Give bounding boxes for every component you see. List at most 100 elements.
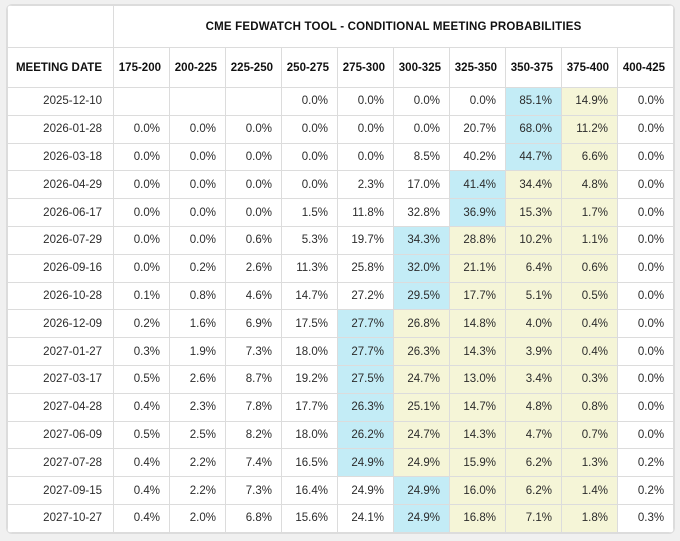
probability-cell (113, 87, 170, 116)
probability-cell: 1.4% (561, 476, 618, 505)
probability-cell: 34.4% (505, 170, 562, 200)
table-row: 2025-12-10 0.0% 0.0% 0.0% 0.0% 85.1% 14.9% 0.0% (7, 87, 675, 116)
rate-range-header: 275-300 (337, 47, 394, 88)
probability-cell: 0.0% (169, 114, 226, 144)
probability-cell: 0.0% (337, 114, 394, 144)
probability-cell: 0.0% (616, 225, 675, 255)
probability-cell: 0.8% (169, 281, 226, 311)
probability-cell: 41.4% (449, 170, 506, 200)
meeting-date-cell: 2026-06-17 (7, 198, 114, 227)
probability-cell: 0.3% (113, 337, 170, 366)
probability-cell: 0.0% (616, 309, 675, 339)
probability-cell: 16.5% (281, 448, 338, 478)
probability-cell: 0.4% (113, 392, 170, 422)
probability-cell: 1.6% (169, 309, 226, 339)
probability-cell: 15.9% (449, 448, 506, 478)
probability-cell: 21.1% (449, 253, 506, 283)
meeting-date-cell: 2027-07-28 (7, 448, 114, 478)
probability-cell: 2.2% (169, 448, 226, 478)
probability-cell: 0.0% (393, 87, 450, 116)
probability-cell: 24.9% (337, 476, 394, 505)
rate-range-header: 375-400 (561, 47, 618, 88)
probability-cell: 0.2% (169, 253, 226, 283)
probability-cell: 0.0% (449, 87, 506, 116)
probability-cell: 24.7% (393, 364, 450, 394)
meeting-date-cell: 2027-06-09 (7, 420, 114, 450)
probability-cell: 0.0% (113, 114, 170, 144)
probability-cell: 2.2% (169, 476, 226, 505)
probability-cell: 0.6% (561, 253, 618, 283)
rate-range-header: 175-200 (113, 47, 170, 88)
probability-cell: 0.2% (616, 448, 675, 478)
probability-cell: 0.0% (616, 337, 675, 366)
title-row: CME FEDWATCH TOOL - CONDITIONAL MEETING … (7, 5, 675, 48)
probability-cell: 0.3% (561, 364, 618, 394)
probability-cell: 6.9% (225, 309, 282, 339)
probability-cell: 10.2% (505, 225, 562, 255)
probability-cell: 32.0% (393, 253, 450, 283)
probability-cell: 0.0% (616, 253, 675, 283)
probability-cell: 0.0% (281, 87, 338, 116)
probability-cell: 3.9% (505, 337, 562, 366)
probability-cell: 0.2% (616, 476, 675, 505)
probability-cell: 15.6% (281, 503, 338, 533)
meeting-date-cell: 2026-10-28 (7, 281, 114, 311)
probability-cell: 17.7% (281, 392, 338, 422)
probability-cell: 1.5% (281, 198, 338, 227)
probability-cell: 25.8% (337, 253, 394, 283)
probability-cell: 0.7% (561, 420, 618, 450)
probability-cell: 19.7% (337, 225, 394, 255)
probability-cell: 0.1% (113, 281, 170, 311)
probability-cell: 2.3% (169, 392, 226, 422)
probability-cell: 0.4% (561, 309, 618, 339)
probability-cell: 8.5% (393, 142, 450, 172)
probability-cell: 3.4% (505, 364, 562, 394)
probability-cell: 15.3% (505, 198, 562, 227)
probability-cell: 14.9% (561, 87, 618, 116)
probability-cell: 26.8% (393, 309, 450, 339)
meeting-date-header: MEETING DATE (7, 47, 114, 88)
probability-cell: 14.7% (449, 392, 506, 422)
probability-cell: 0.0% (281, 142, 338, 172)
probability-cell: 2.6% (169, 364, 226, 394)
probability-cell: 0.0% (281, 114, 338, 144)
probability-cell: 0.4% (113, 503, 170, 533)
probability-cell: 24.1% (337, 503, 394, 533)
probability-cell: 36.9% (449, 198, 506, 227)
probability-cell: 2.0% (169, 503, 226, 533)
probability-cell: 0.5% (561, 281, 618, 311)
table-title: CME FEDWATCH TOOL - CONDITIONAL MEETING … (112, 5, 675, 48)
probability-cell: 40.2% (449, 142, 506, 172)
meeting-date-cell: 2026-03-18 (7, 142, 114, 172)
probability-cell: 0.0% (169, 225, 226, 255)
probability-cell: 7.4% (225, 448, 282, 478)
table-row: 2026-01-28 0.0% 0.0% 0.0% 0.0% 0.0% 0.0% 20.7% 6… (7, 114, 675, 144)
meeting-date-cell: 2026-01-28 (7, 114, 114, 144)
rate-range-header: 350-375 (505, 47, 562, 88)
probability-cell: 20.7% (449, 114, 506, 144)
probability-cell: 7.3% (225, 476, 282, 505)
probability-cell: 14.7% (281, 281, 338, 311)
probability-cell: 24.9% (337, 448, 394, 478)
probability-cell: 4.8% (561, 170, 618, 200)
probability-cell: 0.8% (561, 392, 618, 422)
probability-cell: 24.9% (393, 448, 450, 478)
probability-cell: 1.3% (561, 448, 618, 478)
probability-cell: 25.1% (393, 392, 450, 422)
probability-cell: 18.0% (281, 420, 338, 450)
table-row: 2026-06-17 0.0% 0.0% 0.0% 1.5% 11.8% 32.8% 36.9… (7, 198, 675, 227)
probability-cell: 7.8% (225, 392, 282, 422)
probability-cell: 0.4% (113, 448, 170, 478)
probability-cell: 14.8% (449, 309, 506, 339)
probability-cell: 0.0% (616, 114, 675, 144)
probability-cell: 29.5% (393, 281, 450, 311)
table-row: 2027-04-28 0.4% 2.3% 7.8% 17.7% 26.3% 25.1% 14.… (7, 392, 675, 422)
probability-cell: 34.3% (393, 225, 450, 255)
probability-cell: 24.9% (393, 476, 450, 505)
meeting-date-cell: 2027-09-15 (7, 476, 114, 505)
probability-cell: 0.6% (225, 225, 282, 255)
probability-cell: 0.4% (561, 337, 618, 366)
probability-cell: 6.6% (561, 142, 618, 172)
probability-cell: 2.6% (225, 253, 282, 283)
probability-cell: 44.7% (505, 142, 562, 172)
